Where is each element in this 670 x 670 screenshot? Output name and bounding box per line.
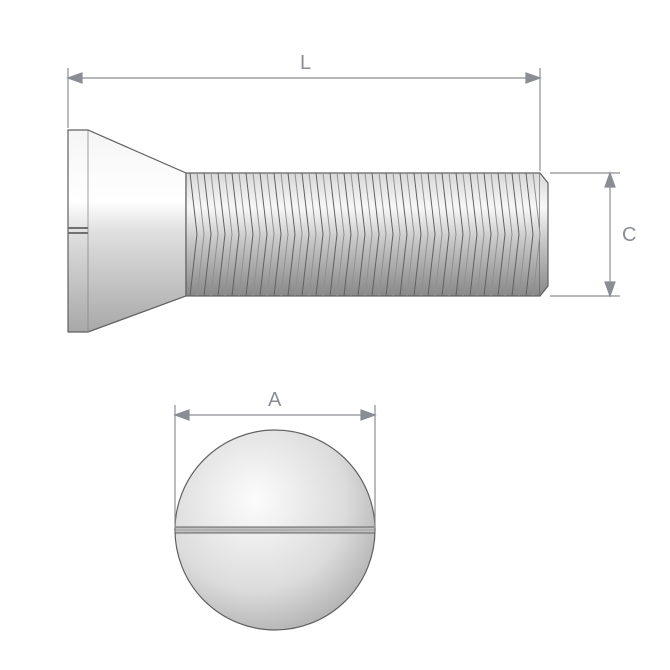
screw-head (68, 130, 186, 332)
dimension-label-C: C (622, 224, 636, 247)
screw-side-view (0, 0, 670, 400)
screw-head-front-view (0, 390, 670, 670)
diagram-canvas: L C A (0, 0, 670, 670)
dimension-label-L: L (300, 52, 311, 75)
dimension-label-A: A (268, 389, 281, 412)
